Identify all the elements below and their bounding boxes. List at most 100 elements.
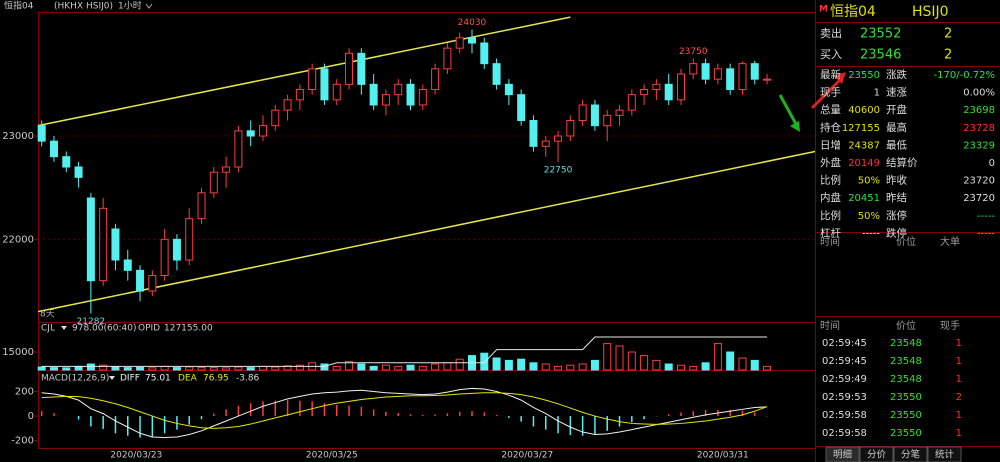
- period[interactable]: 1小时: [118, 0, 142, 12]
- volume-bar: [332, 365, 341, 371]
- quote-field: 最高: [886, 121, 907, 134]
- volume-bar: [271, 366, 280, 371]
- candle-body: [738, 63, 747, 91]
- volume-bar: [590, 359, 599, 371]
- volume-bar: [738, 357, 747, 371]
- volume-bar: [418, 365, 427, 371]
- tab-label[interactable]: 统计: [935, 449, 955, 461]
- candle-body: [99, 207, 108, 282]
- volume-bar: [504, 359, 513, 371]
- trend-line: [37, 16, 571, 127]
- volume-bar: [529, 362, 538, 371]
- volume-bar: [603, 343, 612, 371]
- oi-value: 127155.00: [164, 324, 213, 334]
- candle-body: [345, 52, 354, 85]
- trade-price: 23550: [890, 410, 922, 421]
- trade-qty: 1: [956, 410, 962, 421]
- column-header: 现手: [940, 319, 960, 332]
- candle-body: [74, 166, 83, 178]
- trade-price: 23550: [890, 428, 922, 439]
- dropdown-icon[interactable]: [61, 326, 67, 330]
- tab-label[interactable]: 明细: [833, 449, 852, 461]
- candle-body: [62, 156, 71, 168]
- chart-code: (HKHX HSIJ0): [54, 2, 113, 12]
- quote-value: -170/-0.72%: [934, 70, 995, 81]
- tab[interactable]: [859, 446, 894, 462]
- candle-body: [123, 259, 132, 271]
- candle-body: [308, 68, 317, 91]
- period-label: 8天: [40, 310, 55, 320]
- candle-body: [49, 140, 58, 158]
- volume-bar: [222, 367, 231, 371]
- x-tick-label: 2020/03/27: [501, 451, 553, 461]
- chart-title: 恒指04: [4, 0, 34, 12]
- candle-body: [578, 104, 587, 121]
- trade-qty: 1: [956, 356, 962, 367]
- volume-bar: [689, 365, 698, 371]
- volume-bar: [627, 351, 636, 371]
- green-arrow-head: [790, 121, 800, 132]
- trade-qty: 1: [956, 428, 962, 439]
- quote-field: 内盘: [820, 191, 841, 204]
- candle-body: [394, 83, 403, 96]
- candle-body: [172, 238, 181, 261]
- candle-body: [676, 73, 685, 101]
- column-header: 时间: [820, 319, 840, 332]
- quote-field: 日增: [820, 138, 841, 151]
- volume-bar: [37, 366, 46, 371]
- trade-time: 02:59:58: [822, 428, 867, 439]
- legend-value: 76.95: [203, 374, 229, 384]
- candle-body: [332, 83, 341, 101]
- volume-bar: [148, 367, 157, 371]
- quote-field: 昨收: [886, 174, 907, 187]
- volume-bar: [345, 361, 354, 371]
- price-annotation: 21282: [77, 317, 106, 327]
- quote-price: 23546: [860, 48, 901, 63]
- volume-bar: [209, 367, 218, 371]
- volume-bar: [160, 365, 169, 371]
- volume-bar: [197, 366, 206, 371]
- candle-body: [369, 83, 378, 106]
- tab[interactable]: [893, 446, 928, 462]
- candle-body: [271, 109, 280, 127]
- tab-label[interactable]: 分价: [867, 450, 887, 461]
- trade-time: 02:59:53: [822, 392, 867, 403]
- tab[interactable]: [927, 446, 962, 462]
- candle-body: [136, 269, 145, 292]
- candle-body: [37, 125, 46, 142]
- candle-body: [197, 192, 206, 220]
- quote-field: 涨跌: [886, 68, 907, 81]
- quote-field: 跌停: [886, 226, 907, 239]
- volume-bar: [357, 363, 366, 371]
- volume-bar: [750, 359, 759, 371]
- quote-field: 比例: [820, 209, 841, 222]
- tab-label[interactable]: 分笔: [901, 449, 920, 461]
- volume-bar: [726, 351, 735, 371]
- volume-bar: [664, 363, 673, 371]
- volume-bar: [443, 362, 452, 371]
- candle-body: [111, 228, 120, 261]
- trade-time: 02:59:45: [822, 338, 867, 349]
- candle-body: [627, 94, 636, 111]
- column-header: 大单: [940, 235, 960, 248]
- quote-value: 23720: [963, 176, 995, 187]
- tab[interactable]: [825, 446, 860, 462]
- dropdown-icon[interactable]: [109, 376, 115, 380]
- quote-field: 结算价: [886, 156, 918, 169]
- quote-value: 23698: [963, 105, 995, 116]
- candle-body: [406, 83, 415, 106]
- quote-field: 总量: [820, 103, 841, 116]
- volume-bar: [541, 363, 550, 371]
- dropdown-icon[interactable]: [145, 3, 153, 9]
- volume-bar: [517, 358, 526, 371]
- volume-bar: [480, 352, 489, 371]
- candle-body: [320, 68, 329, 101]
- candle-body: [701, 63, 710, 80]
- candle-body: [566, 120, 575, 137]
- candle-body: [554, 135, 563, 142]
- quote-value: 23550: [848, 70, 880, 81]
- y-tick-label: -200: [11, 436, 34, 447]
- quote-value: 20451: [848, 193, 880, 204]
- candle-body: [234, 130, 243, 168]
- green-arrow: [778, 94, 798, 125]
